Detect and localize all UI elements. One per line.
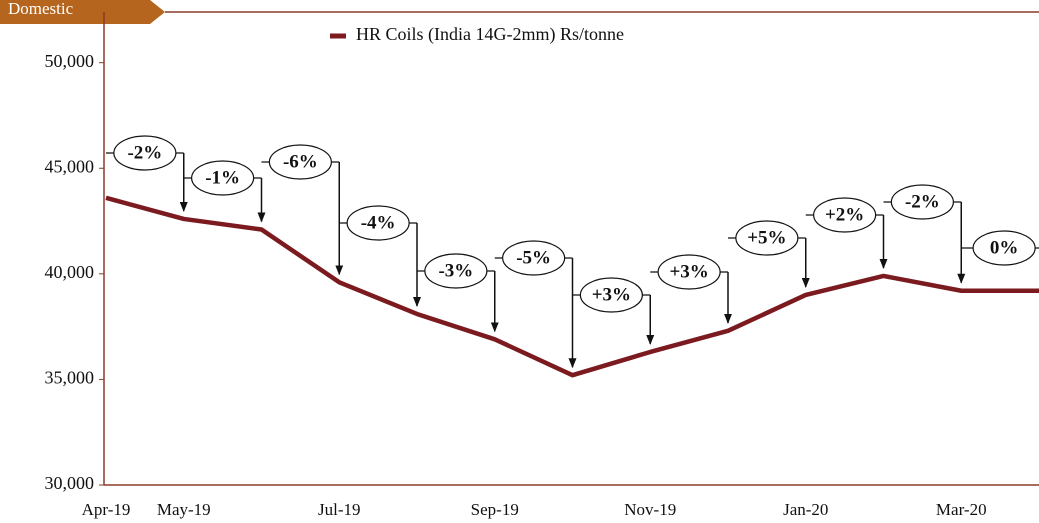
annotation-bubble <box>191 160 255 196</box>
legend-label: HR Coils (India 14G-2mm) Rs/tonne <box>356 24 624 45</box>
annotation-bubble <box>268 144 332 180</box>
annotation-bubble <box>113 135 177 171</box>
x-tick-label: Sep-19 <box>471 500 519 519</box>
x-tick-label: Apr-19 <box>82 500 131 519</box>
annotation-bubble <box>972 230 1036 266</box>
tag-box <box>0 0 165 24</box>
x-tick-label: Mar-20 <box>936 500 987 519</box>
y-tick-label: 40,000 <box>45 262 95 282</box>
annotation-bubble <box>735 220 799 256</box>
annotation-bubble <box>890 184 954 220</box>
annotation-label: -2% <box>905 191 940 212</box>
annotation-bubble <box>813 197 877 233</box>
annotation-label: -4% <box>361 212 396 233</box>
annotation-label: -1% <box>205 167 240 188</box>
annotation-label: +3% <box>669 261 708 282</box>
annotation-label: -6% <box>283 151 318 172</box>
annotation-label: +3% <box>592 284 631 305</box>
annotation-bubble <box>424 253 488 289</box>
y-tick-label: 45,000 <box>45 156 95 176</box>
x-tick-label: Jul-19 <box>318 500 361 519</box>
annotation-label: -2% <box>127 142 162 163</box>
annotation-label: +5% <box>747 227 786 248</box>
x-tick-label: Jan-20 <box>783 500 828 519</box>
annotation-bubble <box>502 240 566 276</box>
series-line <box>105 195 1039 378</box>
x-tick-label: Nov-19 <box>624 500 676 519</box>
annotation-label: +2% <box>825 204 864 225</box>
annotation-label: 0% <box>990 237 1019 258</box>
x-tick-label: May-19 <box>157 500 211 519</box>
annotation-bubble <box>579 277 643 313</box>
y-tick-label: 30,000 <box>45 473 95 493</box>
annotation-label: -3% <box>438 260 473 281</box>
annotation-bubble <box>346 205 410 241</box>
annotation-bubble <box>657 254 721 290</box>
tag-label: Domestic <box>8 0 74 18</box>
annotation-label: -5% <box>516 247 551 268</box>
y-tick-label: 35,000 <box>45 368 95 388</box>
y-tick-label: 50,000 <box>45 51 95 71</box>
